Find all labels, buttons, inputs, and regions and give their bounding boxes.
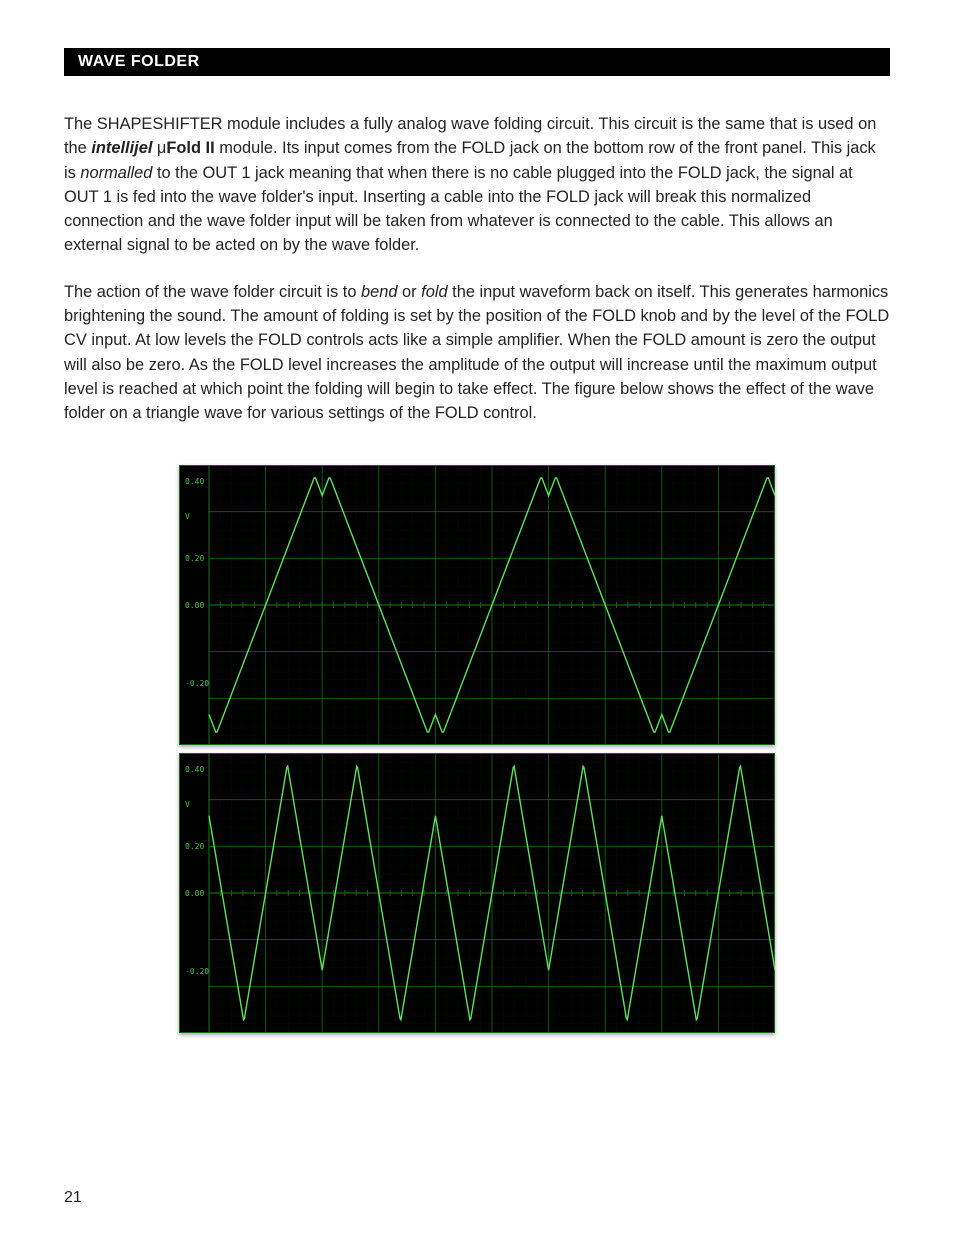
p1-t2: to the OUT 1 jack meaning that when ther…	[64, 164, 853, 255]
page-number-text: 21	[64, 1189, 82, 1206]
svg-text:0.40: 0.40	[185, 765, 204, 774]
svg-text:0.20: 0.20	[185, 842, 204, 851]
svg-text:V: V	[185, 512, 190, 521]
svg-text:-0.20: -0.20	[185, 679, 209, 688]
paragraph-1: The SHAPESHIFTER module includes a fully…	[64, 112, 890, 258]
figure-stack: 0.40 V 0.20 0.00 -0.20 0.40 V 0.20 0.00 -0.20	[64, 465, 890, 1041]
oscilloscope-top: 0.40 V 0.20 0.00 -0.20	[179, 465, 775, 745]
page-number: 21	[64, 1189, 82, 1207]
p1-brand: intellijel	[91, 139, 152, 157]
document-page: WAVE FOLDER The SHAPESHIFTER module incl…	[0, 0, 954, 1235]
svg-text:-0.20: -0.20	[185, 967, 209, 976]
paragraph-2: The action of the wave folder circuit is…	[64, 280, 890, 426]
oscilloscope-bottom-svg: 0.40 V 0.20 0.00 -0.20	[179, 753, 775, 1033]
p2-t1: the input waveform back on itself. This …	[64, 283, 889, 422]
p2-or: or	[397, 283, 421, 301]
p1-fold2: Fold II	[166, 139, 214, 157]
p1-mu: μ	[152, 139, 166, 157]
section-title-text: WAVE FOLDER	[78, 53, 200, 70]
section-title-bar: WAVE FOLDER	[64, 48, 890, 76]
p2-t0: The action of the wave folder circuit is…	[64, 283, 361, 301]
svg-text:0.40: 0.40	[185, 477, 204, 486]
p2-fold: fold	[421, 283, 447, 301]
svg-text:0.20: 0.20	[185, 554, 204, 563]
oscilloscope-top-svg: 0.40 V 0.20 0.00 -0.20	[179, 465, 775, 745]
svg-text:0.00: 0.00	[185, 889, 204, 898]
svg-text:V: V	[185, 800, 190, 809]
oscilloscope-bottom: 0.40 V 0.20 0.00 -0.20	[179, 753, 775, 1033]
p2-bend: bend	[361, 283, 397, 301]
p1-normalled: normalled	[80, 164, 152, 182]
svg-text:0.00: 0.00	[185, 601, 204, 610]
